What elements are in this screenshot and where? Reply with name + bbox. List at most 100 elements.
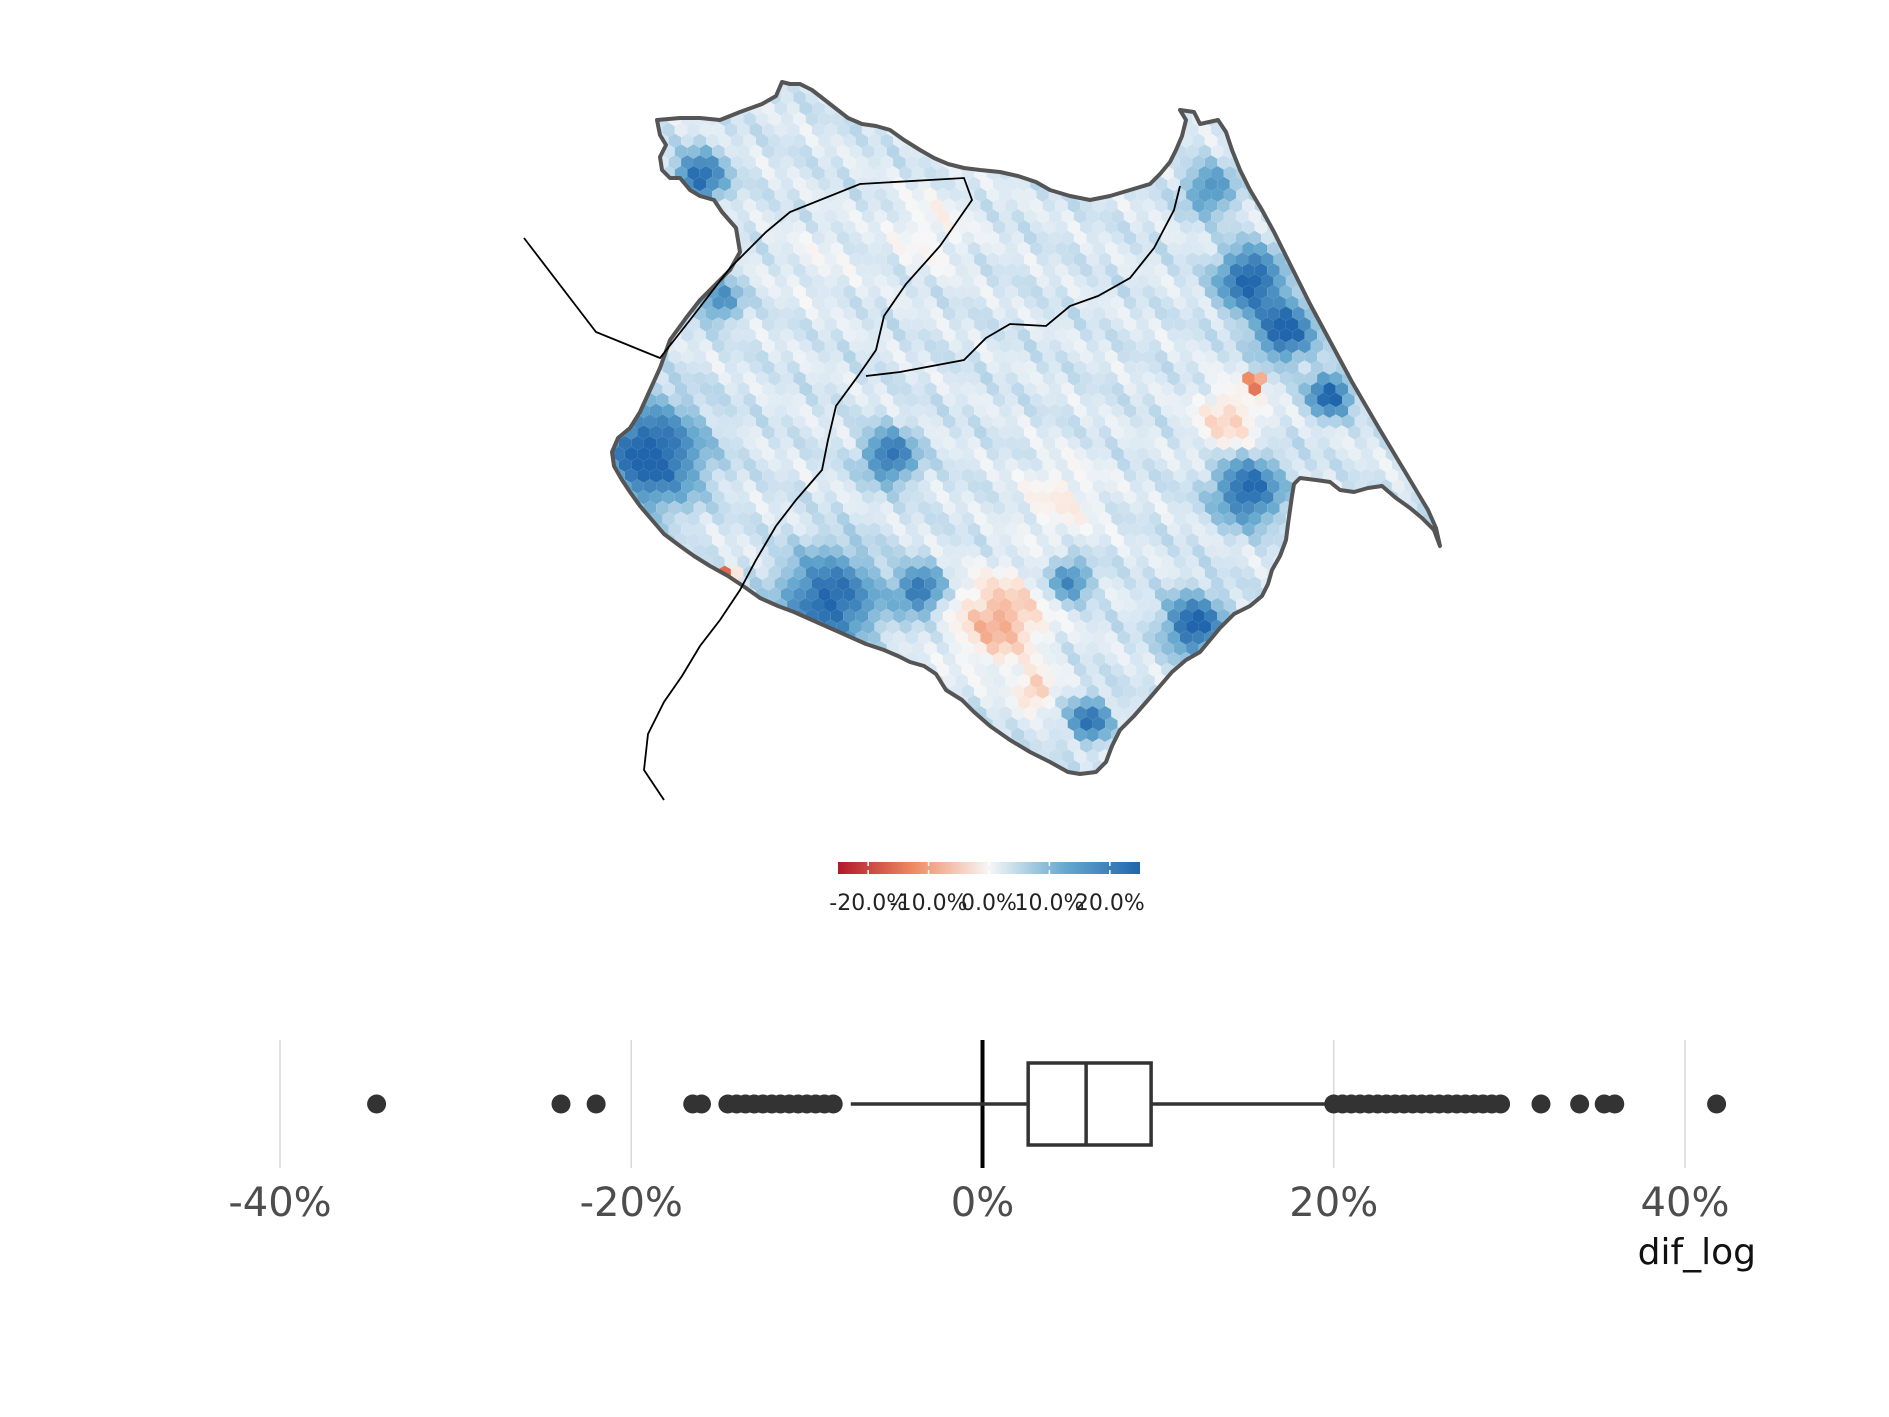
hex-cell [1042, 565, 1056, 580]
hex-cell [1242, 392, 1255, 408]
hex-cell [1005, 565, 1018, 580]
hex-cell [1242, 782, 1255, 796]
hex-cell [1011, 274, 1024, 289]
hex-cell [1167, 306, 1180, 321]
hex-cell [1061, 619, 1074, 634]
hex-cell [1192, 263, 1205, 278]
hex-cell [1111, 468, 1124, 483]
hex-cell [1254, 738, 1268, 753]
hex-cell [674, 338, 688, 354]
hex-cell [1379, 500, 1392, 516]
hex-cell [905, 306, 918, 321]
hex-cell [830, 544, 844, 559]
hex-cell [1354, 738, 1367, 753]
hex-cell [961, 230, 975, 246]
hex-cell [1105, 198, 1118, 213]
hex-cell [880, 587, 894, 602]
hex-cell [612, 587, 619, 602]
hex-cell [1254, 414, 1268, 429]
hex-cell [1310, 187, 1324, 202]
hex-cell [706, 90, 719, 105]
hex-cell [724, 295, 738, 310]
hex-cell [1354, 652, 1367, 667]
hex-cell [1373, 274, 1386, 289]
hex-cell [974, 446, 987, 462]
outlier-point [1605, 1094, 1625, 1114]
hex-cell [612, 382, 625, 397]
hex-cell [693, 457, 706, 472]
hex-cell [749, 662, 763, 678]
hex-cell [1279, 198, 1293, 213]
hex-cell [1248, 295, 1261, 310]
hex-cell [1117, 695, 1130, 710]
hex-cell [1204, 371, 1218, 386]
hex-cell [668, 414, 682, 429]
hex-cell [936, 187, 950, 202]
hex-cell [1217, 176, 1230, 192]
hex-cell [980, 565, 993, 580]
hex-cell [849, 144, 862, 159]
hex-cell [1442, 501, 1454, 515]
hex-cell [868, 133, 881, 148]
hex-cell [755, 436, 769, 451]
hex-cell [1298, 533, 1311, 548]
hex-cell [662, 468, 675, 483]
hex-cell [624, 144, 638, 159]
hex-cell [949, 144, 962, 159]
hex-cell [1285, 101, 1299, 116]
color-legend: -20.0%-10.0%0.0%10.0%20.0% [829, 862, 1145, 916]
hex-cell [793, 500, 806, 516]
hex-cell [1036, 576, 1049, 591]
hex-cell [805, 112, 819, 127]
hex-cell [1285, 187, 1299, 202]
hex-cell [594, 155, 606, 169]
hex-cell [1105, 241, 1118, 256]
hex-cell [874, 187, 887, 202]
hex-cell [1354, 263, 1367, 278]
hex-cell [992, 133, 1006, 148]
hex-cell [1435, 684, 1440, 699]
hex-cell [1080, 436, 1093, 451]
hex-cell [955, 760, 968, 774]
hex-cell [1398, 727, 1411, 742]
hex-cell [1067, 112, 1081, 127]
hex-cell [1360, 446, 1374, 462]
hex-cell [1410, 82, 1424, 94]
hex-cell [918, 587, 931, 602]
hex-cell [855, 198, 869, 213]
hex-cell [1067, 82, 1081, 84]
hex-cell [594, 306, 606, 320]
hex-cell [1348, 576, 1361, 591]
hex-cell [1223, 468, 1236, 483]
hex-cell [1242, 284, 1255, 300]
hex-cell [674, 619, 688, 634]
hex-cell [1204, 82, 1218, 84]
hex-cell [1142, 306, 1155, 321]
hex-cell [899, 446, 912, 462]
hex-cell [737, 511, 750, 526]
hex-cell [1186, 706, 1199, 721]
hex-cell [749, 187, 763, 202]
hex-cell [1036, 468, 1049, 483]
hex-cell [886, 619, 900, 634]
hex-cell [649, 619, 663, 634]
hex-cell [1173, 209, 1187, 224]
hex-cell [1442, 479, 1454, 493]
hex-cell [1123, 274, 1137, 289]
hex-cell [1410, 706, 1424, 721]
hex-cell [1317, 673, 1330, 688]
hex-cell [849, 252, 862, 267]
hex-cell [1304, 652, 1318, 667]
hex-cell [612, 317, 625, 332]
hex-cell [668, 392, 682, 408]
hex-cell [874, 295, 887, 310]
hex-cell [1154, 414, 1168, 429]
hex-cell [924, 576, 937, 591]
hex-cell [618, 673, 632, 688]
hex-cell [1354, 155, 1367, 170]
hex-cell [724, 662, 738, 678]
hex-cell [1367, 544, 1380, 559]
hex-cell [1423, 468, 1436, 483]
hex-cell [1398, 187, 1411, 202]
hex-cell [1292, 90, 1305, 105]
